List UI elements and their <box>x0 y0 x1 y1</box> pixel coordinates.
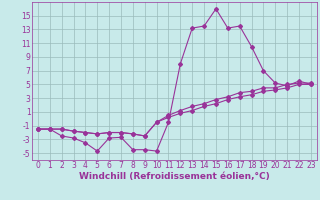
X-axis label: Windchill (Refroidissement éolien,°C): Windchill (Refroidissement éolien,°C) <box>79 172 270 181</box>
